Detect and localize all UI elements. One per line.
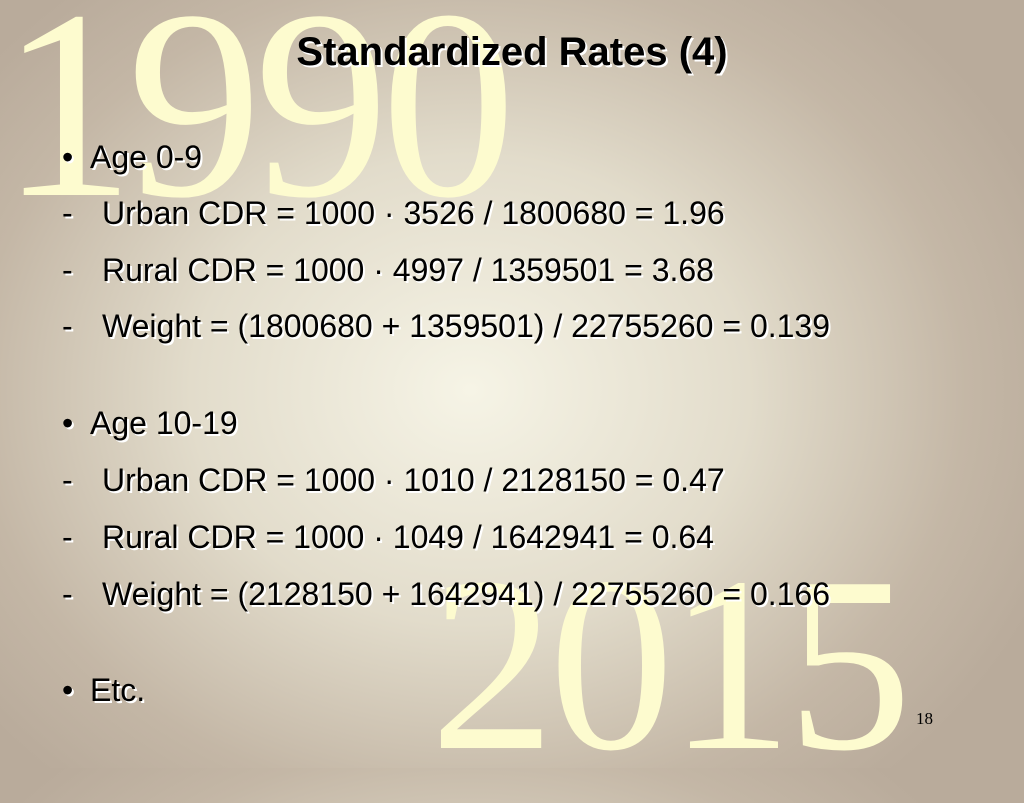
bullet-marker: - xyxy=(62,576,73,612)
bullet-item: - Weight = (2128150 + 1642941) / 22755260… xyxy=(62,574,940,614)
bullet-item: • Etc. xyxy=(62,670,940,710)
bullet-text: Urban CDR = 1000 · 1010 / 2128150 = 0.47 xyxy=(102,462,725,498)
bullet-marker: • xyxy=(62,672,74,708)
bullet-text: Rural CDR = 1000 · 4997 / 1359501 = 3.68 xyxy=(102,252,714,288)
page-number: 18 xyxy=(916,709,933,728)
bullet-item: • Age 10-19 xyxy=(62,403,940,443)
bullet-marker: - xyxy=(62,252,73,288)
bullet-marker: - xyxy=(62,195,73,231)
bullet-text: Etc. xyxy=(90,672,146,708)
decoration-year: 1990 xyxy=(0,0,516,254)
bullet-item: • Age 0-9 xyxy=(62,137,940,177)
bullet-item: - Rural CDR = 1000 · 1049 / 1642941 = 0.6… xyxy=(62,517,940,557)
bullet-marker: • xyxy=(62,405,74,441)
bullet-text: Weight = (1800680 + 1359501) / 22755260 … xyxy=(102,308,831,344)
slide-title: Standardized Rates (4) xyxy=(296,30,728,74)
bullet-marker: - xyxy=(62,519,73,555)
bullet-item: - Urban CDR = 1000 · 3526 / 1800680 = 1.9… xyxy=(62,193,940,233)
bullet-marker: - xyxy=(62,462,73,498)
bullet-text: Urban CDR = 1000 · 3526 / 1800680 = 1.96 xyxy=(102,195,725,231)
decoration-year: 2015 xyxy=(430,526,912,803)
bullet-item: - Rural CDR = 1000 · 4997 / 1359501 = 3.6… xyxy=(62,250,940,290)
bullet-text: Age 0-9 xyxy=(90,139,203,175)
bullet-marker: • xyxy=(62,139,74,175)
bullet-text: Weight = (2128150 + 1642941) / 22755260 … xyxy=(102,576,831,612)
bullet-text: Age 10-19 xyxy=(90,405,238,441)
bullet-marker: - xyxy=(62,308,73,344)
bullet-item: - Weight = (1800680 + 1359501) / 22755260… xyxy=(62,306,940,346)
bullet-text: Rural CDR = 1000 · 1049 / 1642941 = 0.64 xyxy=(102,519,714,555)
bullet-item: - Urban CDR = 1000 · 1010 / 2128150 = 0.4… xyxy=(62,460,940,500)
